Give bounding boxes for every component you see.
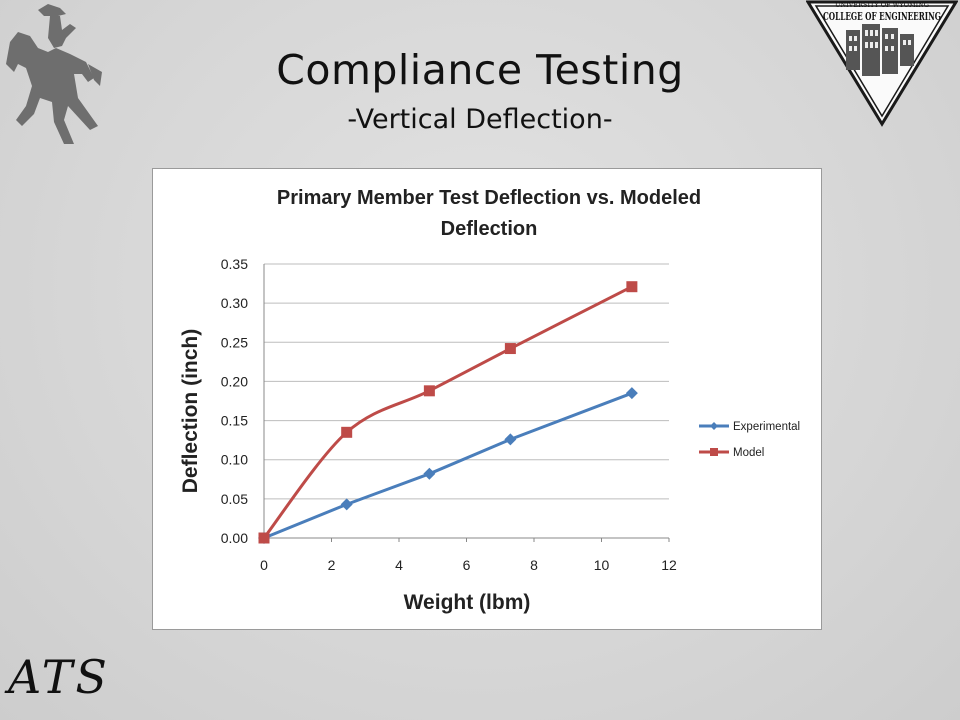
y-tick-label: 0.35 [221, 256, 248, 272]
slide-subtitle: -Vertical Deflection- [347, 104, 613, 135]
legend-marker-experimental [710, 422, 718, 430]
data-point-model [258, 532, 270, 544]
chart-title-line: Deflection [441, 218, 538, 240]
x-tick-label: 10 [594, 557, 610, 573]
x-tick-label: 8 [530, 557, 538, 573]
college-of-engineering-logo: UNIVERSITY OF WYOMING COLLEGE OF ENGINEE… [806, 0, 958, 127]
x-axis-label: Weight (lbm) [404, 591, 531, 614]
data-point-experimental [504, 433, 517, 446]
y-tick-label: 0.05 [221, 491, 248, 507]
y-axis-label: Deflection (inch) [179, 329, 202, 494]
series-line-model [262, 285, 633, 539]
y-tick-label: 0.10 [221, 452, 248, 468]
x-tick-label: 4 [395, 557, 403, 573]
line-chart: Primary Member Test Deflection vs. Model… [179, 187, 800, 614]
bucking-horse-logo [6, 4, 102, 144]
legend-label-model: Model [733, 447, 764, 459]
data-point-experimental [625, 387, 638, 400]
data-point-model [423, 385, 435, 397]
data-point-experimental [423, 467, 436, 480]
data-point-model [504, 343, 516, 355]
y-tick-label: 0.15 [221, 413, 248, 429]
logo-text-college: COLLEGE OF ENGINEERING [823, 10, 941, 23]
y-tick-label: 0.00 [221, 530, 248, 546]
y-tick-label: 0.20 [221, 373, 248, 389]
y-tick-label: 0.30 [221, 295, 248, 311]
y-tick-label: 0.25 [221, 334, 248, 350]
data-point-experimental [340, 498, 353, 511]
data-point-model [341, 426, 353, 438]
chart-container: Primary Member Test Deflection vs. Model… [152, 168, 822, 630]
legend-marker-model [710, 448, 718, 456]
series-line-experimental [263, 391, 633, 540]
logo-text-university: UNIVERSITY OF WYOMING [835, 1, 929, 9]
ats-wordmark: ATS [8, 650, 110, 704]
data-point-model [626, 281, 638, 293]
x-tick-label: 0 [260, 557, 268, 573]
legend-label-experimental: Experimental [733, 421, 800, 433]
chart-title-line: Primary Member Test Deflection vs. Model… [277, 187, 701, 209]
x-tick-label: 2 [328, 557, 336, 573]
x-tick-label: 12 [661, 557, 677, 573]
slide-title: Compliance Testing [276, 46, 684, 94]
x-tick-label: 6 [463, 557, 471, 573]
